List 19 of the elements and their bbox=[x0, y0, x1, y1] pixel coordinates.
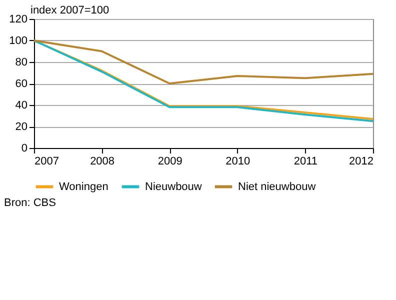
x-tick-label: 2011 bbox=[294, 156, 318, 168]
y-tick-label: 100 bbox=[9, 35, 28, 47]
x-tick-label: 2012 bbox=[349, 156, 374, 168]
y-tick-label: 40 bbox=[15, 100, 28, 112]
legend-label: Woningen bbox=[59, 180, 108, 193]
x-tick-label: 2007 bbox=[34, 156, 59, 168]
legend-label: Nieuwbouw bbox=[145, 180, 202, 193]
y-tick-label: 80 bbox=[15, 56, 28, 68]
x-tick-label: 2010 bbox=[226, 156, 250, 168]
x-tick-label: 2009 bbox=[158, 156, 182, 168]
y-tick-label: 20 bbox=[15, 121, 28, 133]
y-tick-label: 60 bbox=[15, 78, 28, 90]
x-tick-label: 2008 bbox=[90, 156, 115, 168]
text: Bron: CBS bbox=[4, 197, 56, 209]
line-series bbox=[33, 40, 374, 84]
y-tick-label: 120 bbox=[9, 14, 28, 26]
legend-label: Niet nieuwbouw bbox=[238, 180, 316, 193]
y-axis-title: index 2007=100 bbox=[30, 4, 110, 16]
y-tick-label: 0 bbox=[21, 142, 28, 154]
